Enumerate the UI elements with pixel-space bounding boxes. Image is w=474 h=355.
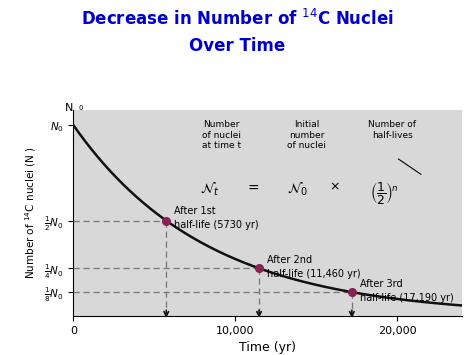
Text: Decrease in Number of $^{14}$C Nuclei: Decrease in Number of $^{14}$C Nuclei (81, 9, 393, 29)
Text: $\mathcal{N}_t$: $\mathcal{N}_t$ (200, 180, 219, 198)
Text: After 1st: After 1st (174, 206, 216, 216)
Text: N: N (65, 103, 73, 113)
Text: After 2nd: After 2nd (267, 256, 312, 266)
Text: Initial
number
of nuclei: Initial number of nuclei (287, 120, 326, 150)
Text: half-life (17,190 yr): half-life (17,190 yr) (360, 293, 454, 303)
Text: Over Time: Over Time (189, 37, 285, 55)
Text: $\left(\dfrac{1}{2}\right)^{\!n}$: $\left(\dfrac{1}{2}\right)^{\!n}$ (370, 180, 399, 206)
Y-axis label: Number of $^{14}$C nuclei (N ): Number of $^{14}$C nuclei (N ) (24, 147, 38, 279)
Text: Number of
half-lives: Number of half-lives (368, 120, 416, 140)
Text: half-life (5730 yr): half-life (5730 yr) (174, 220, 259, 230)
X-axis label: Time (yr): Time (yr) (239, 341, 296, 354)
Text: half-life (11,460 yr): half-life (11,460 yr) (267, 269, 361, 279)
Text: After 3rd: After 3rd (360, 279, 402, 289)
Text: $=$: $=$ (245, 180, 260, 194)
Text: $\times$: $\times$ (328, 180, 339, 193)
Text: $_0$: $_0$ (78, 103, 84, 113)
Text: Number
of nuclei
at time t: Number of nuclei at time t (201, 120, 241, 150)
Text: $\mathcal{N}_0$: $\mathcal{N}_0$ (286, 180, 308, 198)
